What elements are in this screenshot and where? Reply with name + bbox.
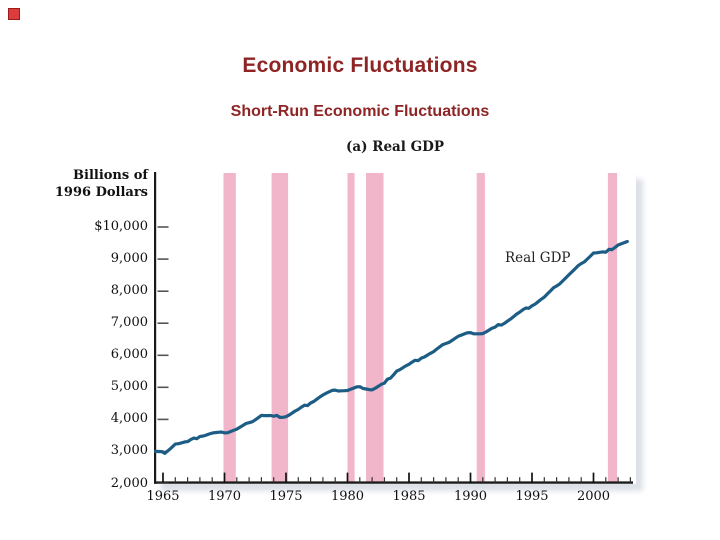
- y-tick-label: $10,000: [94, 219, 148, 235]
- x-tick-label: 1980: [330, 489, 365, 504]
- recession-band: [366, 173, 384, 483]
- recession-band: [607, 173, 618, 483]
- y-tick-label: 9,000: [110, 251, 148, 267]
- recession-band: [223, 173, 236, 483]
- x-tick-label: 1990: [453, 489, 488, 504]
- series-label: Real GDP: [505, 250, 571, 266]
- y-tick-label: 6,000: [110, 347, 148, 363]
- plot-canvas: [154, 172, 633, 484]
- x-tick-label: 1985: [392, 489, 426, 504]
- plot-area: [154, 172, 636, 484]
- y-tick-label: 7,000: [110, 315, 148, 331]
- recession-band: [347, 173, 355, 483]
- x-tick-label: 2000: [576, 489, 611, 504]
- x-tick-label: 1975: [269, 489, 303, 504]
- y-tick-label: 3,000: [110, 443, 148, 459]
- x-tick-label: 1995: [515, 489, 549, 504]
- y-tick-label: 4,000: [110, 411, 148, 427]
- y-axis-title-line-1: Billions of: [73, 168, 148, 183]
- recession-band: [476, 173, 485, 483]
- slide-title: Economic Fluctuations: [242, 54, 478, 77]
- y-tick-label: 5,000: [110, 379, 148, 395]
- y-tick-label: 2,000: [110, 475, 148, 491]
- real-gdp-line: [154, 239, 629, 455]
- slide-subtitle: Short-Run Economic Fluctuations: [230, 103, 490, 120]
- y-axis-title: Billions of 1996 Dollars: [0, 167, 148, 201]
- y-axis-title-line-2: 1996 Dollars: [54, 185, 148, 200]
- chart-panel-title: (a) Real GDP: [346, 139, 444, 155]
- slide-corner-marker: [8, 8, 20, 20]
- recession-band: [271, 173, 289, 483]
- x-tick-label: 1970: [207, 489, 242, 504]
- x-tick-label: 1965: [146, 489, 180, 504]
- y-tick-label: 8,000: [110, 283, 148, 299]
